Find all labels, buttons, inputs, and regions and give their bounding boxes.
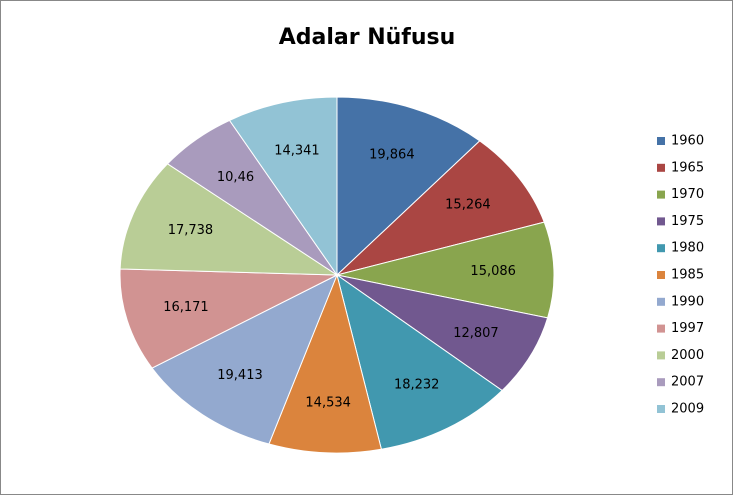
legend-swatch — [657, 217, 665, 226]
legend-swatch — [657, 244, 665, 253]
data-label: 12,807 — [453, 326, 499, 341]
legend-label: 1980 — [671, 241, 704, 256]
legend-label: 1985 — [671, 268, 704, 283]
legend-swatch — [657, 271, 665, 279]
legend-label: 2000 — [671, 348, 704, 363]
data-label: 15,264 — [445, 198, 491, 213]
legend-swatch — [657, 137, 665, 145]
legend-swatch — [657, 190, 665, 199]
legend-label: 2007 — [671, 375, 704, 390]
data-label: 19,864 — [369, 148, 415, 163]
pie-slice — [119, 163, 339, 276]
pie-slice — [336, 96, 481, 277]
legend-swatch — [657, 351, 665, 360]
pie-slice — [228, 96, 338, 277]
pie-slice — [336, 273, 503, 450]
pie-slice — [336, 221, 555, 319]
chart-title: Adalar Nüfusu — [279, 25, 456, 50]
legend-label: 1997 — [671, 321, 704, 336]
pie-slice — [336, 274, 549, 392]
data-label: 14,341 — [274, 144, 320, 159]
legend-label: 1970 — [671, 187, 704, 202]
data-label: 15,086 — [470, 264, 516, 279]
legend-label: 2009 — [671, 402, 704, 417]
legend-label: 1960 — [671, 134, 704, 149]
data-label: 18,232 — [394, 378, 440, 393]
data-label: 16,171 — [163, 300, 209, 315]
pie-slice — [268, 273, 383, 454]
data-label: 10,46 — [217, 170, 254, 185]
legend-swatch — [657, 297, 665, 306]
pie-slice — [336, 140, 545, 276]
legend-label: 1965 — [671, 160, 704, 175]
data-label: 14,534 — [305, 395, 351, 410]
legend-label: 1975 — [671, 214, 704, 229]
legend-swatch — [657, 163, 665, 172]
data-label: 19,413 — [217, 368, 263, 383]
pie-slice — [151, 273, 338, 445]
legend-swatch — [657, 324, 665, 333]
legend-swatch — [657, 405, 665, 413]
pie-slice — [119, 268, 338, 369]
legend-swatch — [657, 378, 665, 387]
legend-label: 1990 — [671, 294, 704, 309]
data-label: 17,738 — [168, 223, 214, 238]
